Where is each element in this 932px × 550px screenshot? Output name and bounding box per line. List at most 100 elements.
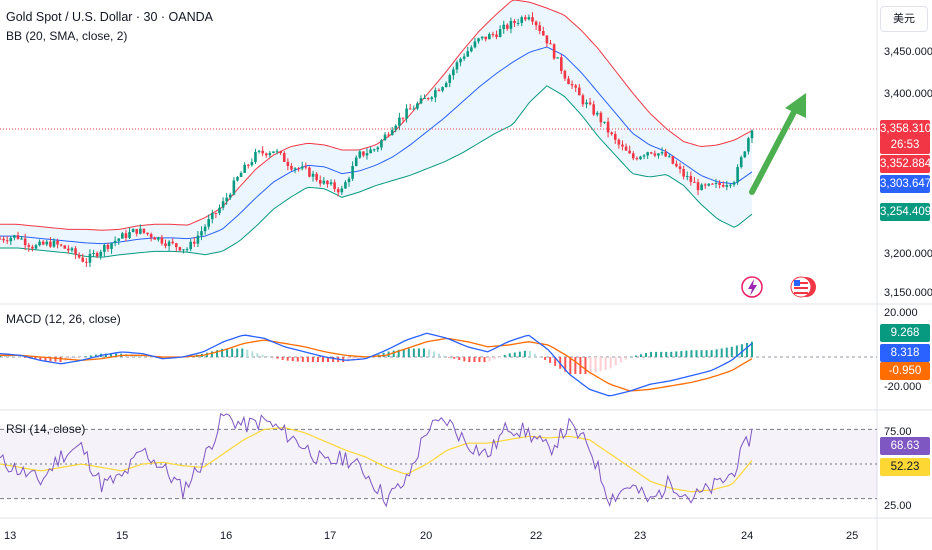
macd-histogram-bar — [221, 348, 224, 357]
macd-histogram-bar — [745, 342, 748, 357]
macd-histogram-bar — [554, 357, 557, 366]
candle-body — [405, 108, 408, 119]
macd-histogram-bar — [498, 357, 501, 358]
candle-body — [272, 151, 275, 153]
candle-body — [45, 241, 49, 245]
macd-histogram-bar — [327, 357, 330, 363]
candle-body — [448, 75, 452, 84]
bb-lower-tag: 3,254.409 — [880, 203, 931, 221]
macd-histogram-bar — [523, 350, 526, 357]
macd-histogram-bar — [700, 350, 703, 357]
macd-histogram-bar — [54, 357, 57, 362]
candle-body — [344, 182, 347, 189]
macd-histogram-bar — [574, 357, 577, 374]
candle-body — [721, 184, 725, 187]
candle-body — [567, 78, 570, 85]
candle-body — [675, 163, 678, 167]
candle-body — [542, 31, 545, 36]
candle-body — [599, 112, 603, 123]
macd-histogram-bar — [730, 346, 733, 357]
currency-button[interactable]: 美元 — [880, 6, 928, 32]
candle-body — [117, 238, 121, 241]
candle-body — [678, 166, 682, 169]
candle-body — [164, 243, 167, 247]
macd-histogram-bar — [710, 350, 713, 357]
candle-body — [92, 252, 95, 254]
time-axis-label: 20 — [420, 530, 433, 542]
macd-histogram-bar — [665, 351, 668, 357]
candle-body — [606, 121, 610, 133]
candle-body — [383, 134, 387, 141]
time-axis-label: 17 — [324, 530, 337, 542]
candle-body — [189, 241, 192, 250]
macd-histogram-bar — [650, 351, 653, 357]
candle-body — [574, 85, 577, 88]
candle-body — [437, 90, 441, 92]
macd-histogram-bar — [241, 348, 244, 357]
candle-body — [124, 233, 128, 238]
candle-body — [351, 165, 354, 179]
macd-histogram-bar — [427, 349, 430, 357]
candle-body — [689, 176, 693, 182]
candle-body — [534, 21, 538, 26]
macd-histogram-bar — [226, 348, 229, 357]
candle-body — [527, 17, 531, 20]
time-axis-label: 22 — [530, 530, 543, 542]
candle-body — [246, 164, 250, 166]
candle-body — [250, 162, 254, 166]
macd-histogram-bar — [69, 357, 72, 360]
candle-body — [603, 121, 606, 123]
candle-body — [595, 112, 599, 115]
macd-histogram-bar — [685, 350, 688, 357]
candle-body — [178, 247, 182, 251]
candle-body — [498, 29, 502, 38]
candle-body — [38, 241, 41, 246]
candle-body — [732, 182, 736, 185]
candle-body — [513, 20, 516, 23]
macd-legend[interactable]: MACD (12, 26, close) — [6, 312, 121, 326]
us-flag-icon[interactable] — [790, 276, 816, 298]
candle-body — [27, 245, 31, 247]
candle-body — [167, 241, 171, 247]
macd-histogram-bar — [503, 355, 506, 357]
candle-body — [333, 182, 336, 190]
candle-body — [103, 244, 106, 252]
macd-histogram-bar — [629, 356, 632, 358]
bb-legend[interactable]: BB (20, SMA, close, 2) — [6, 29, 128, 43]
macd-histogram-bar — [634, 355, 637, 357]
macd-histogram-bar — [680, 351, 683, 357]
macd-histogram-bar — [589, 357, 592, 374]
candle-body — [506, 24, 509, 29]
bollinger-bands — [0, 0, 753, 258]
candle-body — [711, 183, 714, 185]
candle-body — [473, 41, 477, 48]
candle-body — [372, 149, 376, 151]
lightning-icon[interactable] — [741, 276, 763, 298]
candle-body — [570, 84, 574, 86]
candle-body — [419, 98, 423, 104]
candle-body — [577, 87, 581, 96]
macd-histogram-bar — [518, 351, 521, 357]
macd-histogram-bar — [251, 351, 254, 357]
macd-histogram-bar — [539, 356, 542, 358]
up-arrow-annotation[interactable] — [749, 93, 806, 195]
candle-body — [459, 58, 462, 63]
bb-basis-line — [0, 46, 753, 245]
candle-body — [34, 245, 38, 249]
candle-body — [110, 243, 113, 249]
candle-body — [477, 38, 480, 42]
candle-body — [322, 180, 326, 184]
macd-histogram-bar — [322, 357, 325, 363]
macd-histogram-bar — [296, 357, 299, 362]
candle-body — [624, 146, 628, 151]
candle-body — [157, 237, 160, 240]
macd-histogram-bar — [397, 349, 400, 357]
candle-body — [545, 35, 549, 44]
candle-body — [729, 184, 732, 186]
candle-body — [462, 56, 466, 59]
rsi-legend[interactable]: RSI (14, close) — [6, 422, 86, 436]
macd-histogram-bar — [645, 352, 648, 357]
candle-body — [257, 150, 261, 152]
macd-histogram-bar — [508, 353, 511, 357]
